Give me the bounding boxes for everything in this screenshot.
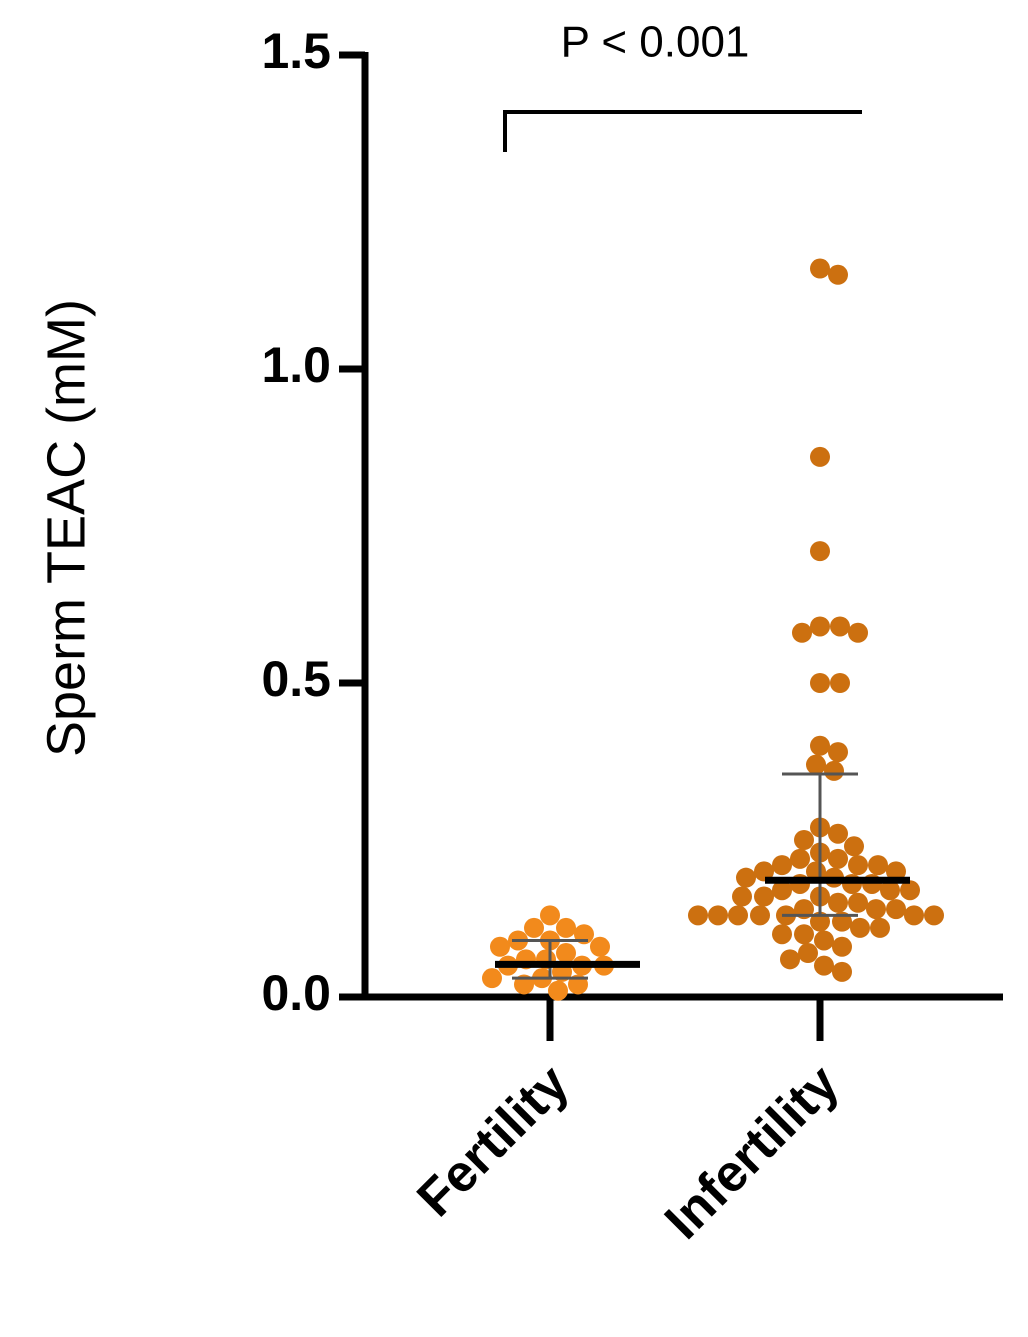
data-point	[868, 855, 888, 876]
data-point	[824, 760, 844, 781]
data-point	[900, 880, 920, 901]
data-point	[708, 905, 728, 926]
data-point	[772, 880, 792, 901]
x-tick-label: Fertility	[406, 1054, 580, 1228]
data-point	[844, 836, 864, 857]
data-point	[848, 855, 868, 876]
data-point	[750, 905, 770, 926]
data-point	[848, 892, 868, 913]
data-point	[904, 905, 924, 926]
data-point	[828, 742, 848, 763]
data-point	[810, 541, 830, 562]
data-point	[828, 892, 848, 913]
data-point	[828, 264, 848, 285]
y-tick-label: 0.0	[261, 965, 331, 1021]
data-point	[828, 823, 848, 844]
data-point	[814, 955, 834, 976]
data-point	[790, 848, 810, 869]
data-point	[772, 855, 792, 876]
data-point	[540, 905, 560, 926]
data-point	[886, 861, 906, 882]
data-point	[548, 980, 568, 1001]
y-axis-label: Sperm TEAC (mM)	[36, 299, 96, 757]
significance-bracket	[503, 110, 862, 152]
data-point	[810, 735, 830, 756]
data-point	[810, 446, 830, 467]
data-point	[736, 867, 756, 888]
p-value: P < 0.001	[561, 18, 750, 67]
data-point	[832, 961, 852, 982]
data-point	[830, 616, 850, 637]
data-point	[490, 936, 510, 957]
data-point	[688, 905, 708, 926]
data-point	[814, 930, 834, 951]
data-point	[886, 899, 906, 920]
y-tick-label: 0.5	[261, 651, 331, 707]
data-point	[810, 616, 830, 637]
data-point	[810, 258, 830, 279]
data-point	[556, 917, 576, 938]
data-point	[780, 949, 800, 970]
data-point	[880, 880, 900, 901]
data-point	[732, 886, 752, 907]
data-point	[866, 899, 886, 920]
data-point	[590, 936, 610, 957]
y-tick-label: 1.0	[261, 337, 331, 393]
data-point	[792, 622, 812, 643]
data-point	[794, 924, 814, 945]
data-point	[810, 673, 830, 693]
data-point	[772, 924, 792, 945]
data-point	[806, 754, 826, 775]
y-tick-label: 1.5	[261, 23, 331, 79]
data-point	[728, 905, 748, 926]
data-point	[524, 917, 544, 938]
data-point	[924, 905, 944, 926]
data-point	[870, 917, 890, 938]
data-point	[754, 861, 774, 882]
data-point	[830, 673, 850, 693]
data-point	[828, 848, 848, 869]
data-point	[848, 622, 868, 643]
data-point	[794, 830, 814, 850]
data-point	[482, 968, 502, 989]
data-point	[832, 936, 852, 957]
data-point	[754, 886, 774, 907]
data-point	[798, 943, 818, 964]
data-point	[850, 917, 870, 938]
x-tick-label: Infertility	[654, 1054, 850, 1250]
data-point	[556, 943, 576, 964]
